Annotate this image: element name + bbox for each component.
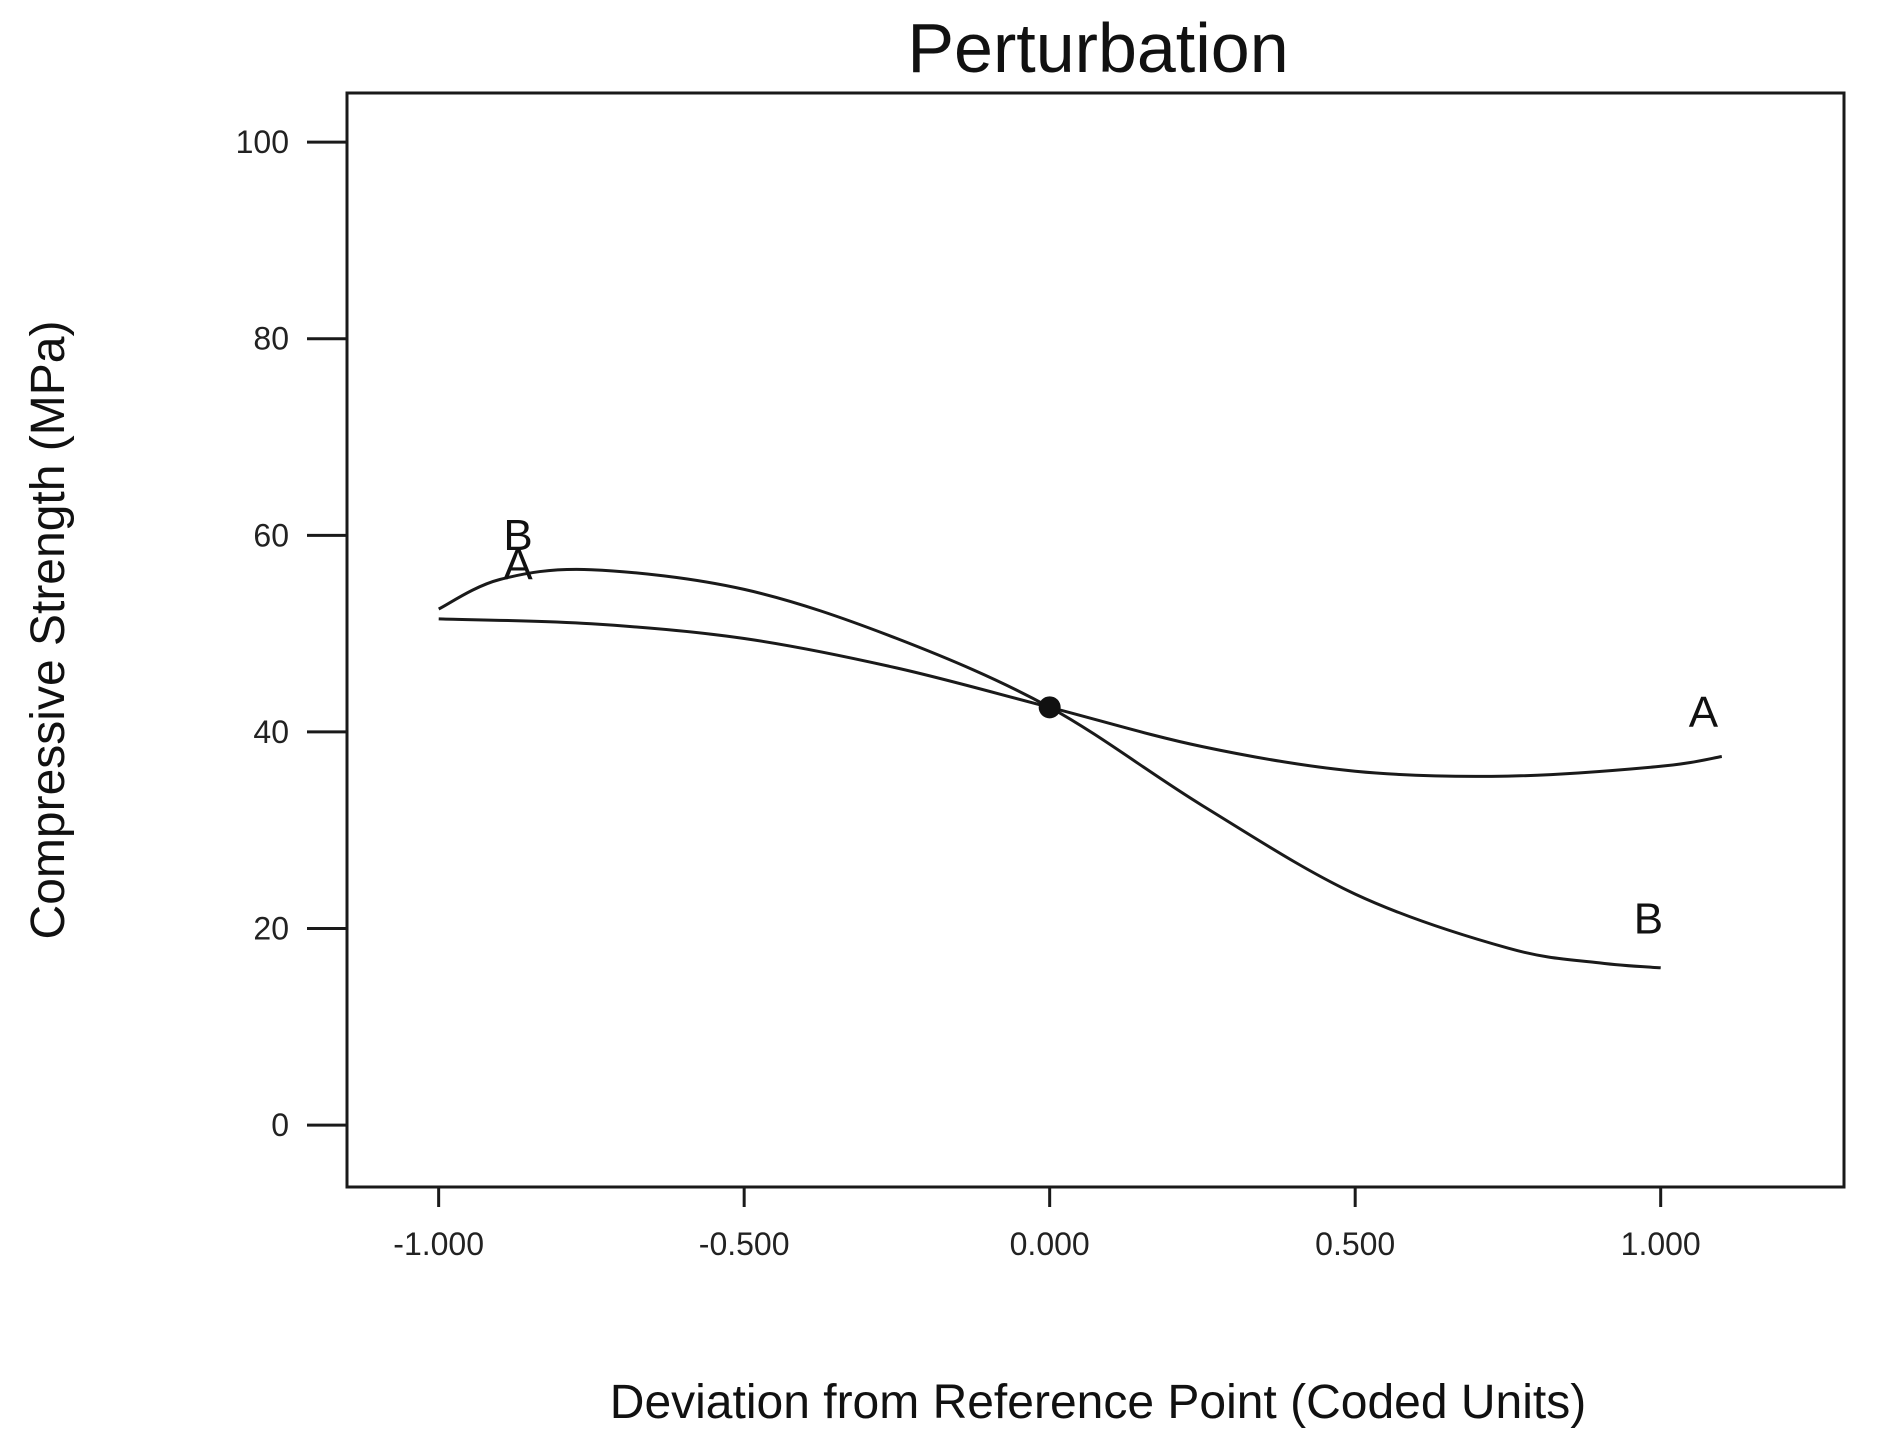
y-axis-label: Compressive Strength (MPa) [22, 321, 75, 940]
y-tick-label: 100 [236, 124, 289, 160]
y-tick-label: 60 [253, 517, 289, 553]
x-tick-label: 0.000 [1010, 1226, 1090, 1262]
curve-label-b: B [1634, 894, 1663, 943]
y-tick-label: 80 [253, 321, 289, 357]
chart-title: Perturbation [907, 9, 1288, 87]
x-tick-label: -0.500 [699, 1226, 790, 1262]
curve-label-a: A [1689, 688, 1719, 737]
series-layer [438, 567, 1723, 970]
x-tick-label: -1.000 [393, 1226, 484, 1262]
plot-frame [345, 91, 1846, 1189]
y-tick-label: 20 [253, 910, 289, 946]
curve-label-b: B [503, 511, 532, 560]
y-tick-label: 0 [271, 1107, 289, 1143]
reference-point-marker [1038, 696, 1061, 719]
curve-label-a: A [503, 541, 533, 590]
y-axis: 0 20 40 60 80 100 [236, 124, 347, 1143]
x-tick-label: 0.500 [1315, 1226, 1395, 1262]
x-tick-label: 1.000 [1621, 1226, 1701, 1262]
series-line-a [438, 617, 1723, 778]
series-line-b [438, 567, 1661, 970]
y-tick-label: 40 [253, 714, 289, 750]
x-axis-label: Deviation from Reference Point (Coded Un… [610, 1376, 1586, 1429]
